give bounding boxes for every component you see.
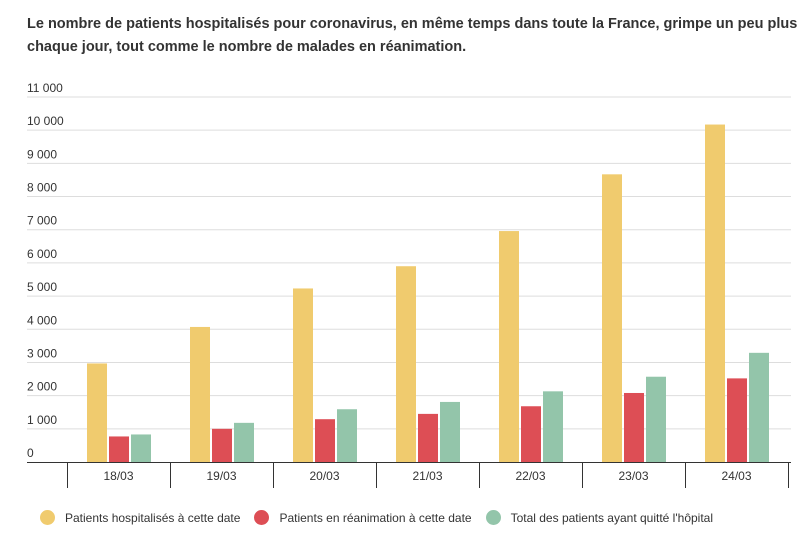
x-tick-label: 24/03 [721, 469, 751, 483]
bar-series-1-24-03 [705, 124, 725, 463]
bar-series-1-18-03 [87, 363, 107, 462]
bar-series-1-21-03 [396, 266, 416, 462]
y-tick-label: 10 000 [27, 114, 64, 128]
bar-series-1-22-03 [499, 231, 519, 462]
bar-series-3-19-03 [234, 422, 254, 462]
x-axis [27, 462, 791, 488]
x-tick-label: 19/03 [206, 469, 236, 483]
legend-item: Patients en réanimation à cette date [254, 510, 472, 525]
bar-series-3-18-03 [131, 434, 151, 462]
y-tick-label: 7 000 [27, 214, 57, 228]
bar-series-2-19-03 [212, 428, 232, 462]
bar-series-3-23-03 [646, 376, 666, 462]
legend-label: Total des patients ayant quitté l'hôpita… [510, 510, 714, 525]
y-tick-label: 4 000 [27, 313, 57, 327]
x-tick-label: 20/03 [309, 469, 339, 483]
bar-series-2-22-03 [521, 406, 541, 462]
x-axis-tick-labels: 18/03 19/03 20/03 21/03 22/03 23/03 24/03 [103, 469, 751, 483]
bar-series-1-19-03 [190, 326, 210, 462]
legend-label: Patients en réanimation à cette date [279, 510, 472, 525]
y-tick-label: 9 000 [27, 147, 57, 161]
y-tick-label: 8 000 [27, 181, 57, 195]
bar-series-3-22-03 [543, 391, 563, 462]
bar-series-2-20-03 [315, 419, 335, 462]
bar-series-1-23-03 [602, 174, 622, 462]
y-axis-tick-labels: 0 1 000 2 000 3 000 4 000 5 000 6 000 7 000 8 00… [27, 81, 64, 460]
legend-swatch [485, 510, 501, 525]
bar-series-2-21-03 [418, 413, 438, 462]
bar-series-2-24-03 [727, 378, 747, 462]
y-tick-label: 0 [27, 446, 34, 460]
legend-item: Patients hospitalisés à cette date [40, 510, 240, 525]
legend: Patients hospitalisés à cette date Patien… [40, 510, 727, 525]
legend-label: Patients hospitalisés à cette date [65, 510, 241, 525]
y-tick-label: 11 000 [27, 81, 63, 95]
bar-chart: 0 1 000 2 000 3 000 4 000 5 000 6 000 7 000 8 00… [27, 81, 791, 488]
y-tick-label: 3 000 [27, 346, 57, 360]
x-tick-label: 18/03 [103, 469, 133, 483]
x-tick-label: 23/03 [618, 469, 648, 483]
y-tick-label: 1 000 [27, 413, 57, 427]
bar-series-3-20-03 [337, 409, 357, 462]
bar-series-2-18-03 [109, 436, 129, 462]
y-tick-label: 2 000 [27, 380, 57, 394]
bar-series-1-20-03 [293, 288, 313, 462]
bar-series-3-24-03 [749, 352, 769, 462]
y-tick-label: 6 000 [27, 247, 57, 261]
bar-series-3-21-03 [440, 401, 460, 462]
legend-item: Total des patients ayant quitté l'hôpita… [485, 510, 714, 525]
x-tick-label: 21/03 [412, 469, 442, 483]
chart-title: Le nombre de patients hospitalisés pour … [27, 16, 798, 55]
legend-swatch [40, 510, 55, 525]
legend-swatch [254, 510, 270, 525]
bars [87, 124, 769, 463]
y-tick-label: 5 000 [27, 280, 57, 294]
x-tick-label: 22/03 [515, 469, 545, 483]
bar-series-2-23-03 [624, 392, 644, 462]
